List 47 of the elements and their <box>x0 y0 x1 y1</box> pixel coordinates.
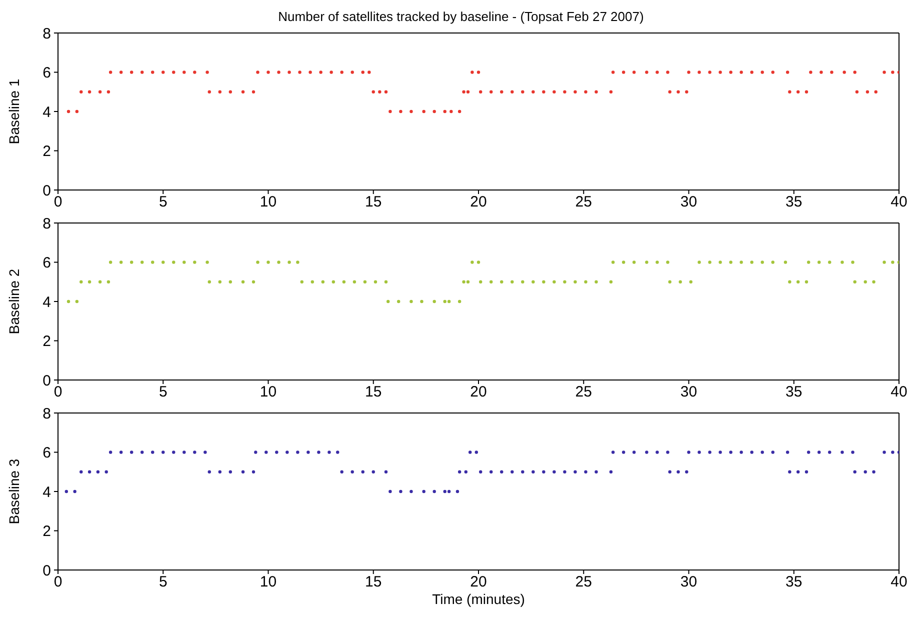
x-tick-label: 25 <box>575 384 592 401</box>
y-tick-label: 8 <box>42 25 51 42</box>
y-tick-label: 0 <box>42 372 51 390</box>
chart-title: Number of satellites tracked by baseline - (Topsat Feb 27 2007) <box>277 8 645 26</box>
x-tick-label: 20 <box>470 384 487 401</box>
y-tick-label: 4 <box>42 294 51 311</box>
x-tick-label: 30 <box>680 194 698 211</box>
x-tick-label: 40 <box>890 194 908 211</box>
x-tick-label: 0 <box>54 194 62 211</box>
x-tick-label: 0 <box>54 384 62 401</box>
x-tick-label: 10 <box>260 384 277 401</box>
x-tick-label: 40 <box>890 574 908 591</box>
x-tick-label: 0 <box>54 574 62 591</box>
x-tick-label: 35 <box>786 574 802 591</box>
x-tick-label: 5 <box>158 384 168 401</box>
x-tick-label: 25 <box>575 574 592 591</box>
x-tick-label: 20 <box>470 194 487 211</box>
y-tick-label: 8 <box>42 215 51 232</box>
x-tick-label: 15 <box>365 574 382 591</box>
y-tick-label: 6 <box>42 254 51 272</box>
y-tick-label: 0 <box>42 182 51 200</box>
x-tick-label: 15 <box>365 194 382 211</box>
y-tick-label: 4 <box>42 104 51 121</box>
x-tick-label: 5 <box>158 574 168 591</box>
x-tick-label: 30 <box>680 574 698 591</box>
x-tick-label: 5 <box>158 194 168 211</box>
y-tick-label: 6 <box>42 444 51 462</box>
x-tick-label: 20 <box>470 574 487 591</box>
y-tick-label: 2 <box>42 523 51 540</box>
y-axis-title: Baseline 2 <box>6 268 22 334</box>
x-tick-label: 10 <box>260 574 277 591</box>
x-tick-label: 15 <box>365 384 382 401</box>
x-tick-label: 25 <box>575 194 592 211</box>
x-tick-label: 35 <box>786 194 802 211</box>
y-tick-label: 0 <box>42 562 51 580</box>
y-tick-label: 8 <box>42 405 51 422</box>
y-tick-label: 2 <box>42 143 51 160</box>
x-tick-label: 40 <box>890 384 908 401</box>
x-tick-label: 10 <box>260 194 277 211</box>
y-axis-title: Baseline 3 <box>6 458 22 524</box>
y-axis-title: Baseline 1 <box>6 78 22 144</box>
x-tick-label: 35 <box>786 384 802 401</box>
x-axis-title: Time (minutes) <box>432 590 525 607</box>
y-tick-label: 2 <box>42 333 51 350</box>
y-tick-label: 6 <box>42 64 51 82</box>
y-tick-label: 4 <box>42 484 51 501</box>
x-tick-label: 30 <box>680 384 698 401</box>
